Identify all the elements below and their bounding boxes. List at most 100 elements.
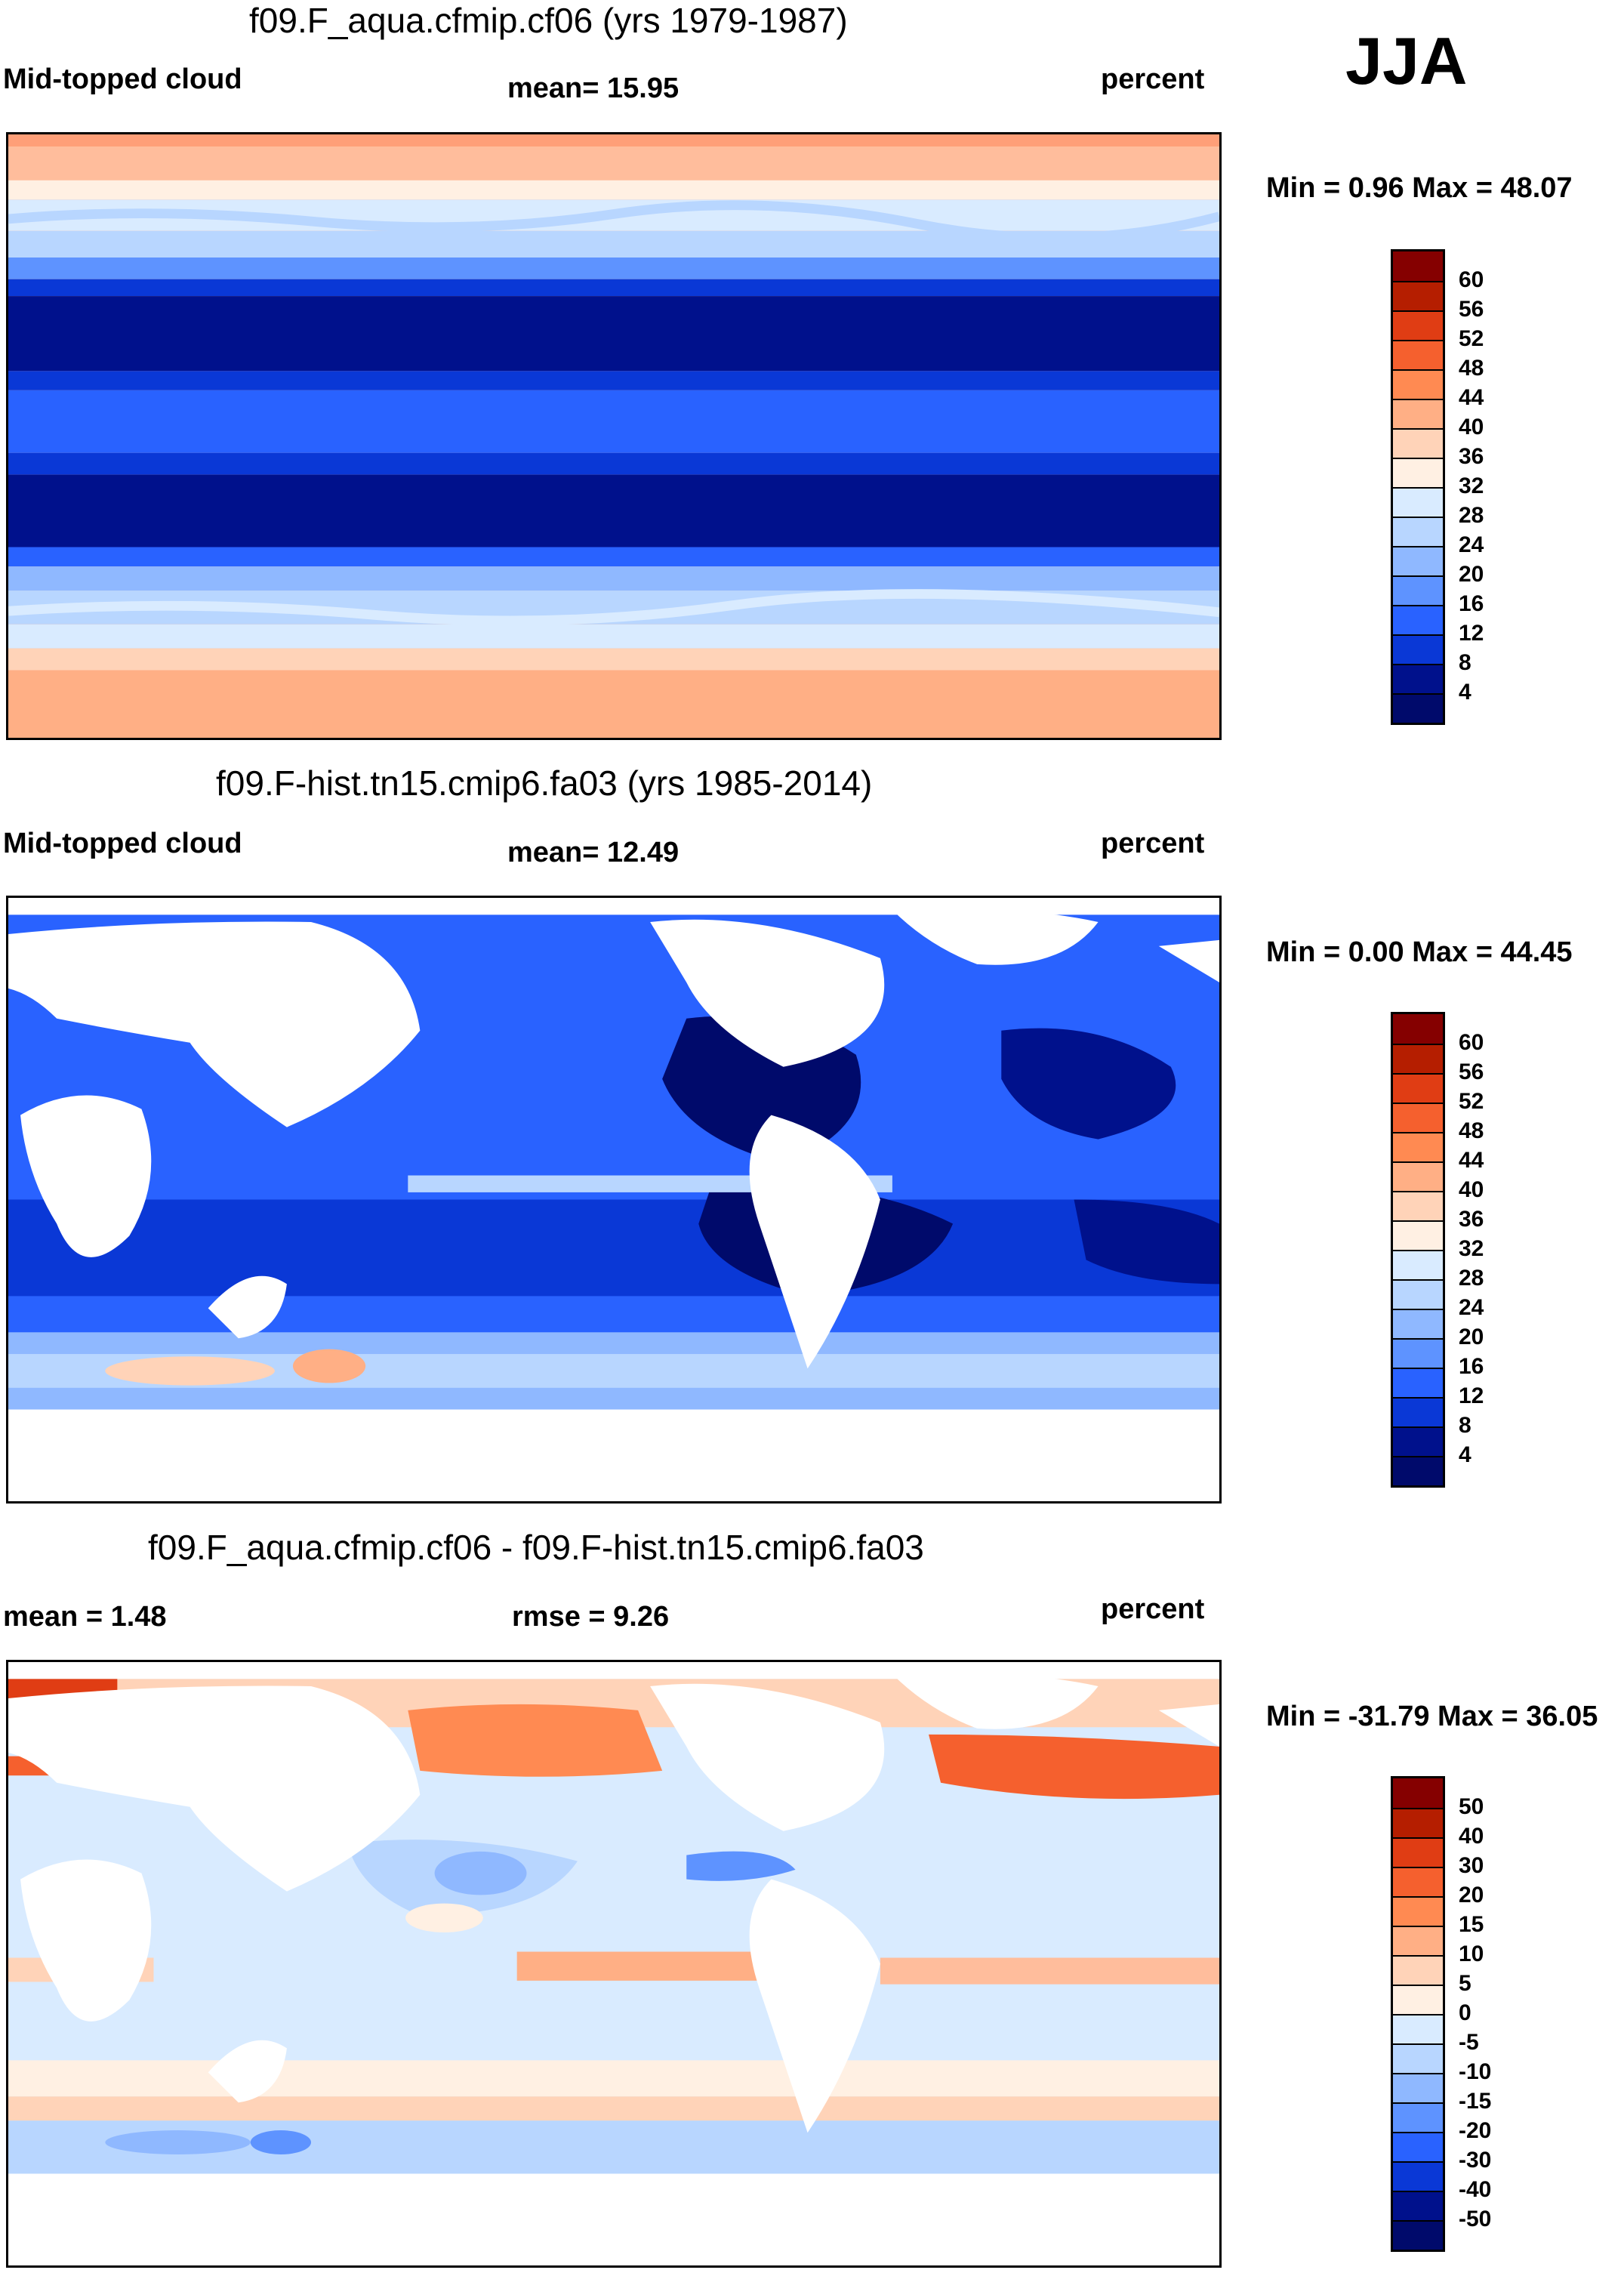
colorbar-swatch xyxy=(1393,1250,1443,1279)
colorbar-swatch xyxy=(1393,487,1443,517)
panel-3-rmse-label: rmse = 9.26 xyxy=(512,1601,670,1633)
panel-3-map-svg xyxy=(8,1662,1219,2265)
colorbar-swatch xyxy=(1393,1191,1443,1220)
colorbar-swatch xyxy=(1393,428,1443,458)
colorbar-tick-label: 12 xyxy=(1459,1383,1484,1408)
colorbar-tick-label: 5 xyxy=(1459,1971,1471,1996)
colorbar-tick-label: -30 xyxy=(1459,2148,1492,2173)
panel-2-map xyxy=(6,896,1222,1504)
colorbar-swatch xyxy=(1393,1808,1443,1837)
colorbar-tick-label: 24 xyxy=(1459,532,1484,557)
colorbar-swatch xyxy=(1393,1896,1443,1926)
colorbar-swatch xyxy=(1393,281,1443,310)
colorbar-swatch xyxy=(1393,605,1443,634)
colorbar-swatch xyxy=(1393,1867,1443,1896)
colorbar-tick-label: 20 xyxy=(1459,1325,1484,1349)
colorbar-tick-label: 28 xyxy=(1459,503,1484,528)
colorbar-tick-label: -50 xyxy=(1459,2207,1492,2231)
colorbar-tick-label: 32 xyxy=(1459,473,1484,498)
colorbar-swatch xyxy=(1393,369,1443,399)
colorbar-swatch xyxy=(1393,517,1443,546)
colorbar-swatch xyxy=(1393,251,1443,281)
colorbar-tick-label: 15 xyxy=(1459,1912,1484,1937)
panel-3-mean-label: mean = 1.48 xyxy=(3,1601,167,1633)
colorbar-swatch xyxy=(1393,2014,1443,2043)
panel-1-minmax: Min = 0.96 Max = 48.07 xyxy=(1266,172,1573,204)
colorbar-tick-label: -10 xyxy=(1459,2059,1492,2084)
colorbar-swatch xyxy=(1393,399,1443,428)
colorbar-swatch xyxy=(1393,310,1443,340)
colorbar-tick-label: 48 xyxy=(1459,1118,1484,1143)
colorbar-tick-label: 8 xyxy=(1459,1413,1471,1438)
colorbar-tick-label: 16 xyxy=(1459,1354,1484,1379)
panel-1-map-svg xyxy=(8,134,1219,738)
panel-3-colorbar xyxy=(1391,1776,1445,2252)
colorbar-tick-label: 16 xyxy=(1459,591,1484,616)
colorbar-tick-label: 48 xyxy=(1459,356,1484,381)
colorbar-swatch xyxy=(1393,1456,1443,1485)
colorbar-swatch xyxy=(1393,1926,1443,1955)
colorbar-swatch xyxy=(1393,340,1443,369)
colorbar-swatch xyxy=(1393,1338,1443,1368)
panel-3-minmax: Min = -31.79 Max = 36.05 xyxy=(1266,1701,1598,1732)
colorbar-swatch xyxy=(1393,575,1443,605)
colorbar-tick-label: 4 xyxy=(1459,1442,1471,1467)
colorbar-tick-label: 50 xyxy=(1459,1794,1484,1819)
colorbar-tick-label: 60 xyxy=(1459,267,1484,292)
colorbar-swatch xyxy=(1393,1955,1443,1985)
colorbar-swatch xyxy=(1393,2161,1443,2191)
colorbar-swatch xyxy=(1393,2132,1443,2161)
colorbar-swatch xyxy=(1393,2073,1443,2102)
colorbar-swatch xyxy=(1393,1014,1443,1044)
panel-1-map xyxy=(6,132,1222,740)
panel-3-title: f09.F_aqua.cfmip.cf06 - f09.F-hist.tn15.… xyxy=(148,1528,924,1567)
colorbar-tick-label: -15 xyxy=(1459,2089,1492,2114)
colorbar-tick-label: 30 xyxy=(1459,1853,1484,1878)
colorbar-tick-label: 52 xyxy=(1459,1089,1484,1114)
colorbar-swatch xyxy=(1393,1103,1443,1132)
colorbar-tick-label: 20 xyxy=(1459,562,1484,587)
colorbar-swatch xyxy=(1393,1309,1443,1338)
colorbar-swatch xyxy=(1393,1073,1443,1103)
colorbar-swatch xyxy=(1393,1837,1443,1867)
season-label: JJA xyxy=(1345,23,1468,98)
colorbar-swatch xyxy=(1393,1044,1443,1073)
colorbar-tick-label: 32 xyxy=(1459,1236,1484,1261)
colorbar-tick-label: -5 xyxy=(1459,2030,1479,2055)
panel-2-colorbar xyxy=(1391,1012,1445,1488)
colorbar-tick-label: 60 xyxy=(1459,1030,1484,1055)
colorbar-tick-label: 44 xyxy=(1459,1148,1484,1173)
colorbar-tick-label: 10 xyxy=(1459,1941,1484,1966)
colorbar-tick-label: 40 xyxy=(1459,1824,1484,1849)
colorbar-tick-label: -20 xyxy=(1459,2118,1492,2143)
colorbar-swatch xyxy=(1393,1778,1443,1808)
colorbar-tick-label: 20 xyxy=(1459,1883,1484,1908)
colorbar-swatch xyxy=(1393,2191,1443,2220)
colorbar-swatch xyxy=(1393,1161,1443,1191)
panel-2-units-label: percent xyxy=(1101,828,1205,859)
colorbar-tick-label: 8 xyxy=(1459,650,1471,675)
colorbar-tick-label: 24 xyxy=(1459,1295,1484,1320)
colorbar-tick-label: 28 xyxy=(1459,1266,1484,1291)
colorbar-swatch xyxy=(1393,2220,1443,2250)
panel-2-map-svg xyxy=(8,898,1219,1501)
panel-1-title: f09.F_aqua.cfmip.cf06 (yrs 1979-1987) xyxy=(249,1,848,40)
colorbar-tick-label: 36 xyxy=(1459,444,1484,469)
colorbar-tick-label: 56 xyxy=(1459,1059,1484,1084)
colorbar-tick-label: 40 xyxy=(1459,1177,1484,1202)
panel-1-units-label: percent xyxy=(1101,63,1205,95)
colorbar-swatch xyxy=(1393,634,1443,664)
colorbar-swatch xyxy=(1393,664,1443,693)
colorbar-tick-label: 40 xyxy=(1459,415,1484,439)
colorbar-tick-label: 56 xyxy=(1459,297,1484,322)
panel-2-mean-label: mean= 12.49 xyxy=(507,837,679,868)
panel-1-mean-label: mean= 15.95 xyxy=(507,72,679,104)
colorbar-tick-label: 4 xyxy=(1459,680,1471,705)
colorbar-swatch xyxy=(1393,2043,1443,2073)
colorbar-swatch xyxy=(1393,1368,1443,1397)
colorbar-swatch xyxy=(1393,1985,1443,2014)
colorbar-tick-label: 12 xyxy=(1459,621,1484,646)
colorbar-swatch xyxy=(1393,1132,1443,1161)
panel-1-variable-label: Mid-topped cloud xyxy=(3,63,242,95)
colorbar-swatch xyxy=(1393,546,1443,575)
